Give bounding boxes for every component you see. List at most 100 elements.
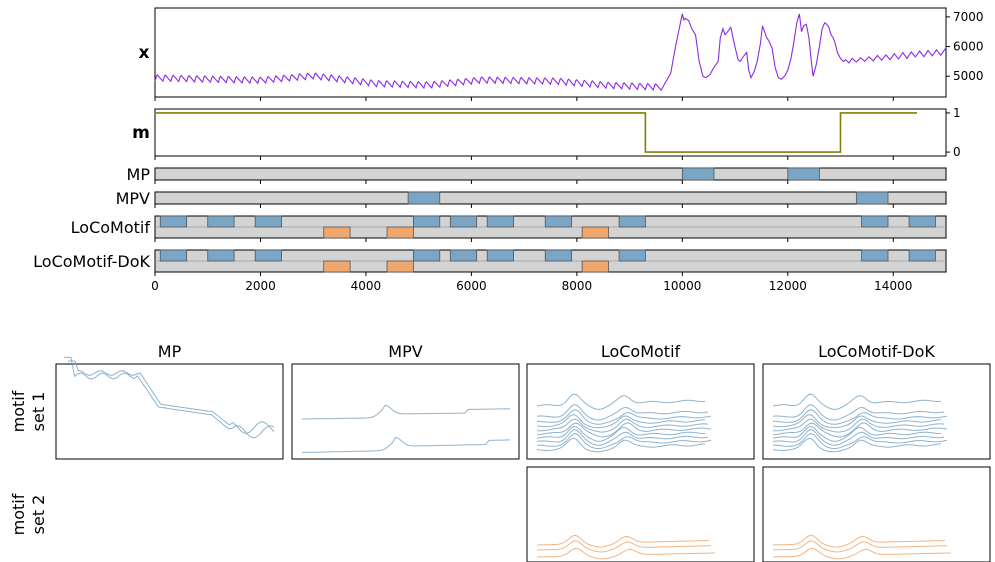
occurrence-track (154, 167, 947, 181)
panel-locomotif-dok-set1 (762, 363, 991, 460)
motif-occurrence-rows: MP MPV LoCoMotif LoCoMotif-DoK (33, 165, 947, 276)
motif-curve (536, 404, 709, 421)
occurrence-xtick-label: 4000 (351, 279, 382, 293)
m-ytick-label: 0 (953, 145, 961, 159)
occurrence-xtick-label: 6000 (456, 279, 487, 293)
x-axis-label-x: x (139, 43, 150, 63)
occurrence-row-mpv: MPV (116, 189, 947, 208)
motif-curve (772, 413, 942, 429)
motif-curve (772, 429, 945, 446)
x-series-line (154, 13, 947, 92)
motif-panel-frame (291, 363, 520, 460)
motif-curve (772, 393, 941, 410)
x-ytick-label: 6000 (953, 40, 984, 54)
occurrence-xtick-label: 8000 (562, 279, 593, 293)
motif-set1-occurrence (855, 191, 889, 205)
motif-curve (536, 425, 706, 442)
motif-set1-occurrence (449, 215, 478, 228)
motif-curve (772, 534, 946, 548)
grid-row-label-line: motif (9, 493, 28, 535)
x-ytick-label: 7000 (953, 10, 984, 24)
occurrence-xtick-label: 12000 (769, 279, 807, 293)
mask-panel: 0 1 m (132, 106, 961, 160)
motif-curve (772, 404, 945, 421)
occurrence-row-label: MP (127, 165, 151, 184)
motif-curve (301, 404, 511, 420)
motif-set1-occurrence (486, 249, 514, 262)
motif-panel-frame (762, 466, 991, 562)
motif-curve (536, 547, 715, 560)
motif-set1-occurrence (159, 249, 188, 262)
mask-line (155, 112, 917, 153)
motif-set1-occurrence (412, 249, 441, 262)
motif-set1-occurrence (254, 215, 282, 228)
motif-set1-occurrence (618, 215, 646, 228)
motif-curve (536, 413, 706, 429)
grid-row-label-line: motif (9, 390, 28, 432)
motif-set2-occurrence (581, 260, 609, 273)
motif-curve (772, 547, 951, 560)
occurrence-row-label: LoCoMotif-DoK (33, 252, 150, 271)
motif-set1-occurrence (544, 215, 572, 228)
motif-panel-frame (762, 363, 991, 460)
motif-curve (536, 418, 709, 433)
panel-mpv-set1 (291, 363, 520, 460)
grid-column-title: MPV (388, 342, 422, 361)
grid-row-label-line: set 2 (29, 495, 48, 535)
series-x-panel: 5000 6000 7000 x (139, 7, 984, 101)
occurrence-xtick-label: 10000 (663, 279, 701, 293)
motif-set1-occurrence (254, 249, 282, 262)
motif-set1-occurrence (207, 215, 235, 228)
occurrence-row-label: MPV (116, 189, 150, 208)
motif-curve (301, 436, 511, 453)
motif-curve (772, 422, 948, 438)
motif-curve (772, 433, 948, 450)
occurrence-row-locomotif: LoCoMotif (71, 215, 947, 242)
motif-curve (536, 437, 706, 453)
motif-set1-occurrence (787, 167, 820, 181)
motif-set2-occurrence (386, 226, 414, 239)
grid-row-label: motif set 2 (9, 493, 48, 535)
motif-curve (772, 437, 942, 453)
motif-set1-occurrence (861, 215, 889, 228)
motif-curve (536, 429, 709, 446)
occurrence-row-label: LoCoMotif (71, 218, 151, 237)
occurrence-xtick-label: 0 (151, 279, 159, 293)
occurrence-row-mp: MP (127, 165, 947, 184)
occurrence-track (154, 191, 947, 205)
motif-set1-occurrence (544, 249, 572, 262)
motif-set1-occurrence (861, 249, 889, 262)
motif-panel-frame (526, 363, 755, 460)
motif-set2-occurrence (386, 260, 414, 273)
motif-curve (772, 540, 948, 553)
motif-set2-occurrence (581, 226, 609, 239)
motif-curve (536, 534, 710, 548)
occurrence-xtick-label: 14000 (874, 279, 912, 293)
motif-set1-occurrence (412, 215, 441, 228)
occurrence-row-locomotif-dok: LoCoMotif-DoK (33, 249, 947, 276)
motif-curve (536, 422, 712, 438)
motif-set1-occurrence (908, 215, 936, 228)
motif-curve (772, 418, 945, 433)
grid-row-label: motif set 1 (9, 390, 48, 432)
motif-curve (536, 409, 712, 425)
motif-set1-occurrence (618, 249, 646, 262)
grid-column-title: LoCoMotif-DoK (818, 342, 935, 361)
motif-set1-occurrence (449, 249, 478, 262)
grid-row-label-line: set 1 (29, 392, 48, 432)
motif-curve (64, 356, 275, 439)
occurrence-xtick-label: 2000 (245, 279, 276, 293)
panel-locomotif-dok-set2 (762, 466, 991, 562)
motif-set2-occurrence (323, 260, 351, 273)
m-ytick-label: 1 (953, 106, 961, 120)
motif-set1-occurrence (207, 249, 235, 262)
motif-curve (68, 360, 275, 435)
motif-curve (772, 409, 948, 425)
motif-curve (536, 433, 712, 450)
grid-column-title: LoCoMotif (601, 342, 681, 361)
motif-set1-occurrence (407, 191, 441, 205)
panel-locomotif-set2 (526, 466, 755, 562)
motif-curve (536, 540, 712, 553)
